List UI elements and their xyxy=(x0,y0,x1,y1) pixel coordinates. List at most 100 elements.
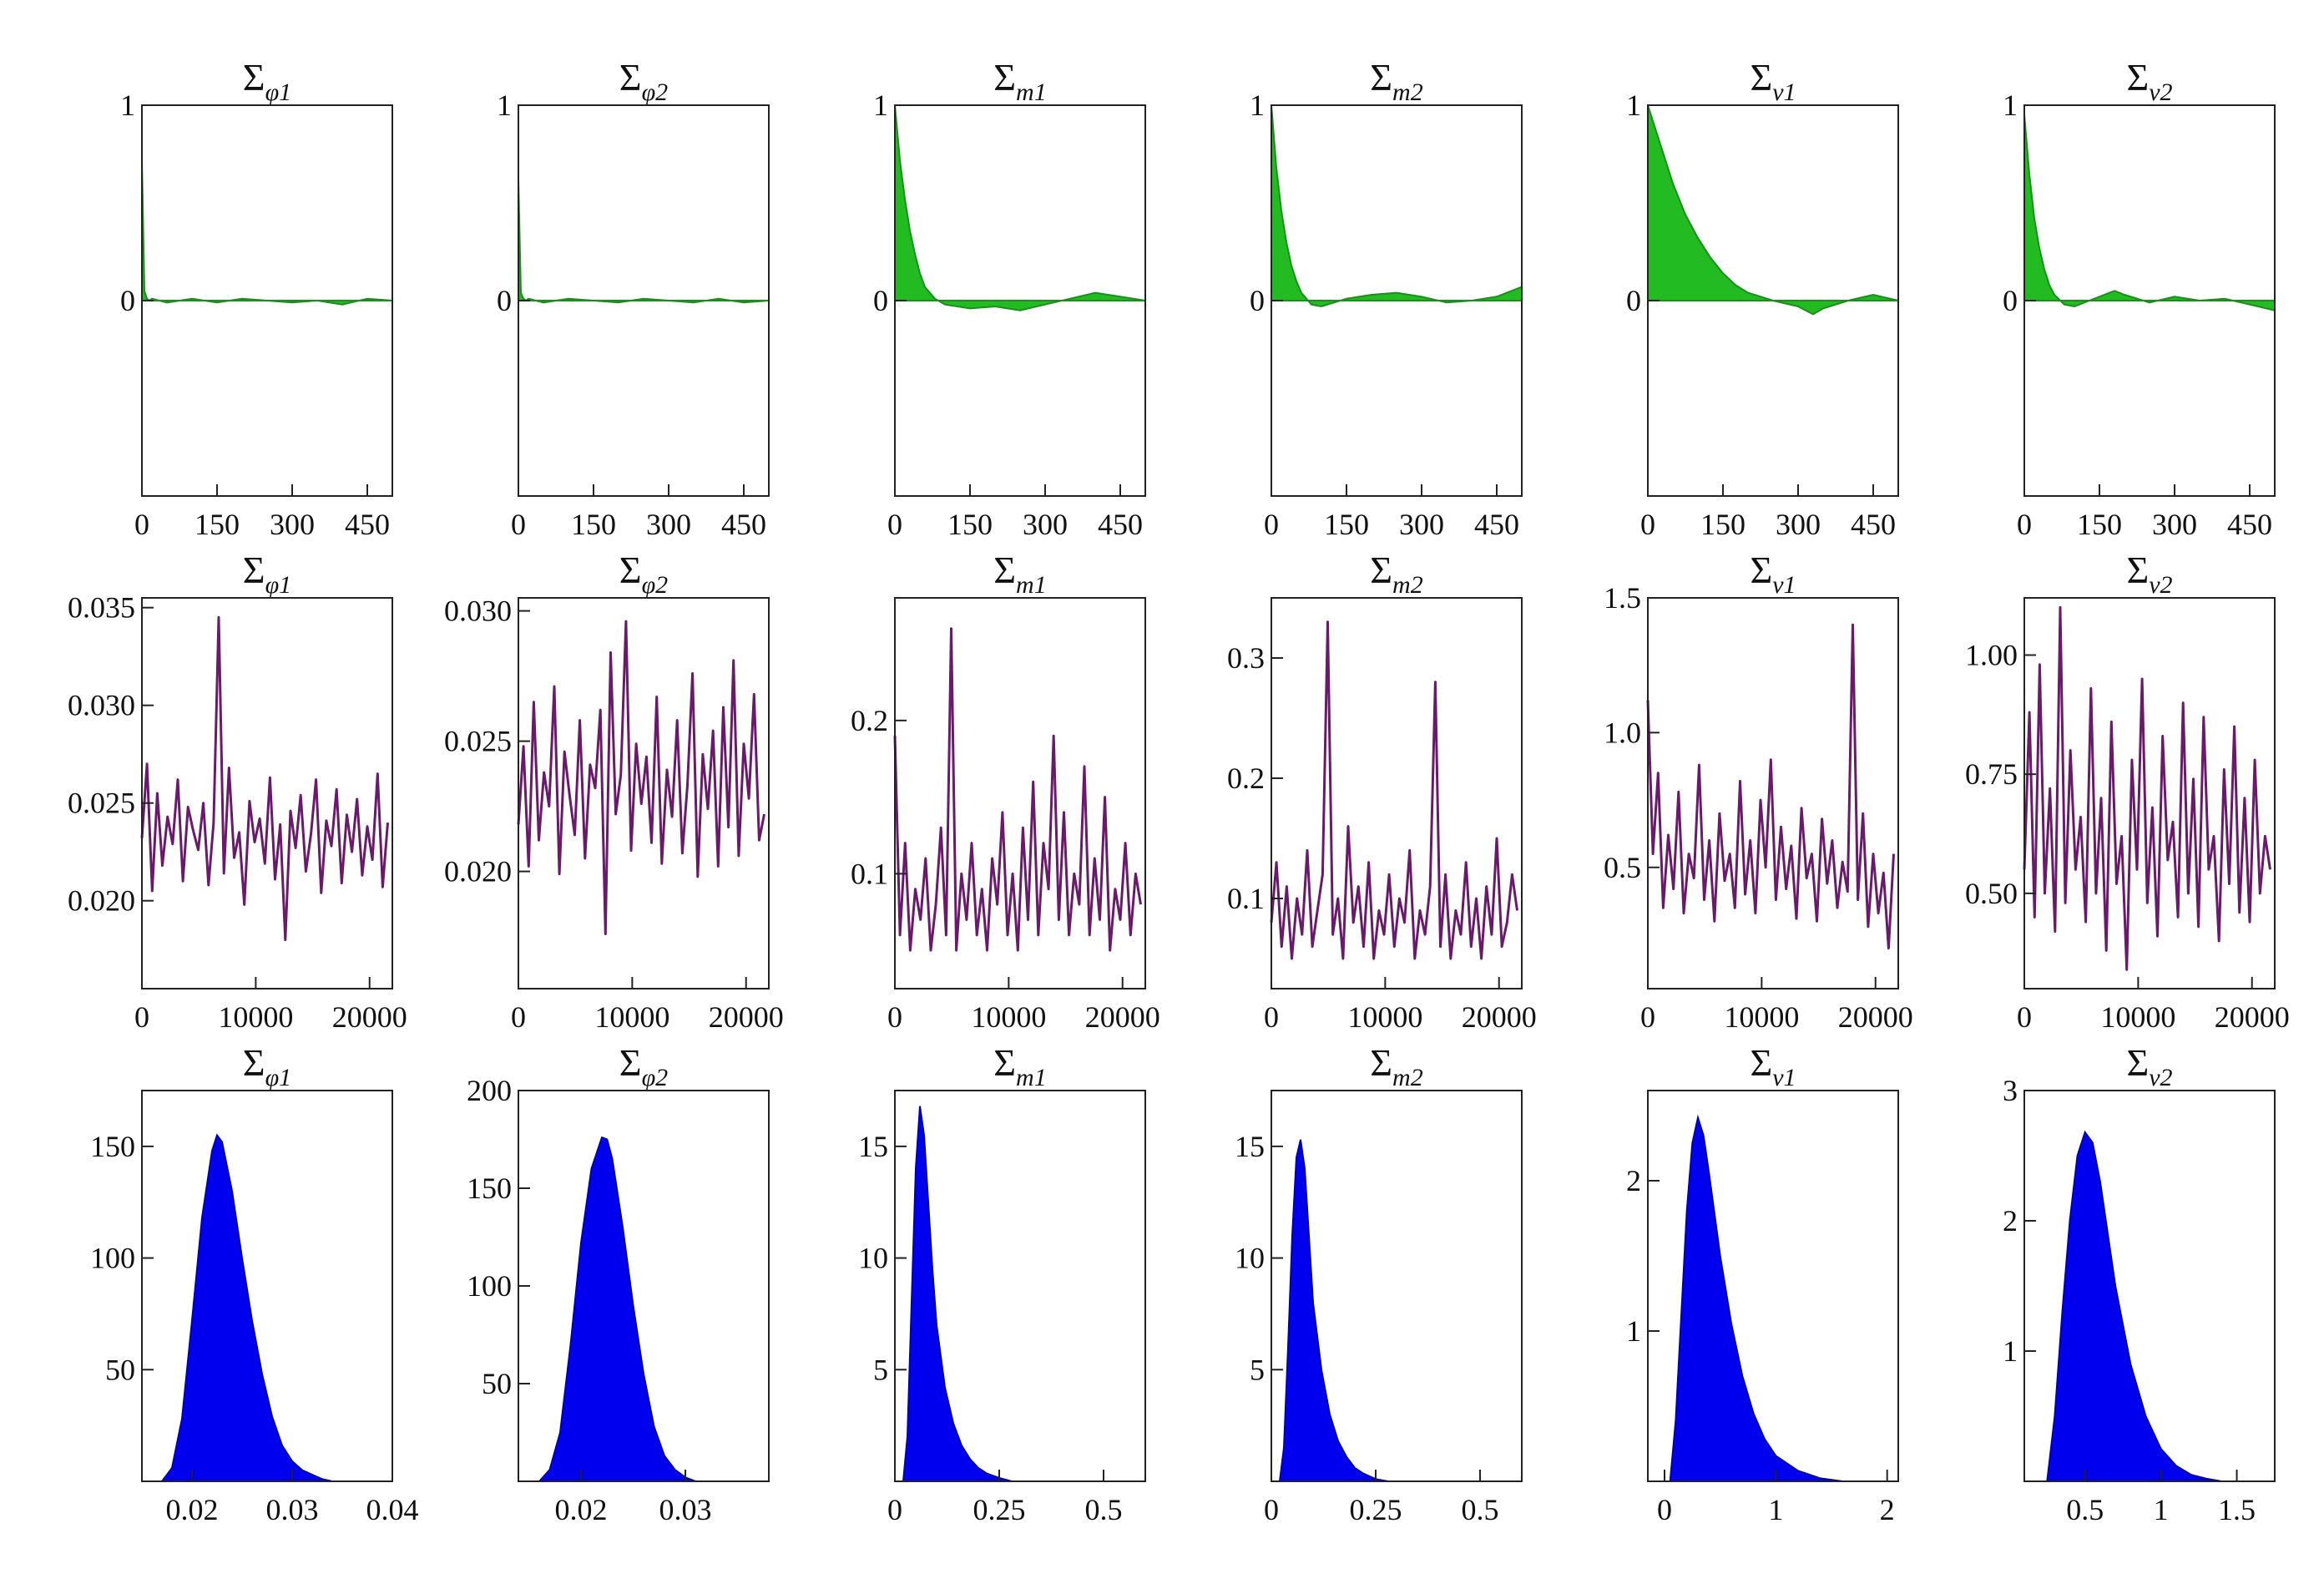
x-tick-label: 0 xyxy=(1657,1493,1672,1526)
x-tick-label: 20000 xyxy=(709,1000,784,1034)
y-tick-label: 0.3 xyxy=(1227,641,1265,675)
acf-area xyxy=(141,159,393,306)
x-tick-label: 150 xyxy=(571,508,616,541)
panel-title: Σv2 xyxy=(2126,56,2172,106)
panel-title-subscript: φ1 xyxy=(265,571,292,599)
histogram-area xyxy=(160,1133,333,1482)
panel-acf-m2: Σm2 0 150 300 450 1 0 xyxy=(1250,56,1523,541)
trace-line xyxy=(517,620,765,935)
y-tick-label: 0.020 xyxy=(68,884,135,918)
y-tick-label: 0.50 xyxy=(1965,877,2018,910)
panel-title: Σφ1 xyxy=(243,549,291,599)
panel-title-subscript: φ2 xyxy=(642,1064,669,1091)
y-tick-label: 1.00 xyxy=(1965,638,2018,671)
panel-title-subscript: v2 xyxy=(2149,571,2172,599)
y-tick-label: 150 xyxy=(90,1130,135,1163)
plot-frame xyxy=(1271,1090,1523,1482)
x-tick-label: 10000 xyxy=(971,1000,1046,1034)
x-tick-label: 10000 xyxy=(1347,1000,1422,1034)
y-tick-label: 50 xyxy=(105,1353,135,1386)
y-tick-label: 0 xyxy=(497,284,512,317)
panel-hist-m2: Σm2 0 0.25 0.5 5 10 15 xyxy=(1235,1041,1523,1526)
acf-area xyxy=(2023,114,2276,311)
histogram-area xyxy=(1278,1139,1389,1482)
y-tick-label: 100 xyxy=(467,1269,512,1303)
histogram-area xyxy=(537,1136,696,1482)
y-tick-label: 150 xyxy=(467,1172,512,1205)
y-tick-label: 10 xyxy=(1235,1242,1265,1275)
y-tick-label: 0.1 xyxy=(1227,882,1265,915)
plot-frame xyxy=(894,597,1146,989)
y-tick-label: 0.030 xyxy=(68,689,135,722)
panel-trace-v2: Σv2 0 10000 20000 0.50 0.75 1.00 xyxy=(1965,549,2290,1034)
panel-title: Σv1 xyxy=(1750,56,1796,106)
y-tick-label: 15 xyxy=(1235,1130,1265,1163)
panel-acf-m1: Σm1 0 150 300 450 1 0 xyxy=(873,56,1146,541)
y-tick-label: 0 xyxy=(120,284,135,317)
x-tick-label: 0.02 xyxy=(166,1493,219,1526)
trace-line xyxy=(893,627,1142,952)
x-tick-label: 0.03 xyxy=(266,1493,319,1526)
x-tick-label: 150 xyxy=(947,508,993,541)
x-tick-label: 450 xyxy=(1851,508,1896,541)
acf-area xyxy=(518,179,770,304)
y-tick-label: 0.025 xyxy=(444,725,512,758)
panel-title: Σm1 xyxy=(993,549,1046,599)
x-tick-label: 0.5 xyxy=(1085,1493,1123,1526)
x-tick-label: 10000 xyxy=(594,1000,669,1034)
y-tick-label: 2 xyxy=(2003,1204,2018,1237)
y-tick-label: 3 xyxy=(2003,1074,2018,1107)
x-tick-label: 0 xyxy=(887,1493,902,1526)
panel-title-subscript: m1 xyxy=(1016,1064,1047,1091)
panel-title: Σφ2 xyxy=(619,549,668,599)
y-tick-label: 0.035 xyxy=(68,591,135,625)
x-tick-label: 1 xyxy=(2154,1493,2169,1526)
y-tick-label: 1 xyxy=(120,89,135,122)
x-tick-label: 0 xyxy=(1640,508,1655,541)
panel-acf-phi2: Σφ2 0 150 300 450 1 0 xyxy=(497,56,770,541)
plot-frame xyxy=(2023,1090,2276,1482)
x-tick-label: 0 xyxy=(511,508,526,541)
x-tick-label: 20000 xyxy=(1085,1000,1160,1034)
x-tick-label: 20000 xyxy=(1838,1000,1913,1034)
x-tick-label: 0 xyxy=(1264,508,1279,541)
panel-title-subscript: φ2 xyxy=(642,78,669,106)
x-tick-label: 0 xyxy=(1264,1000,1279,1034)
x-tick-label: 300 xyxy=(1399,508,1444,541)
panel-title-subscript: φ1 xyxy=(265,1064,292,1091)
panel-title: Σm1 xyxy=(993,1041,1046,1091)
x-tick-label: 1.5 xyxy=(2218,1493,2256,1526)
x-tick-label: 0 xyxy=(134,1000,149,1034)
panel-title-subscript: φ1 xyxy=(265,78,292,106)
x-tick-label: 0 xyxy=(2017,1000,2032,1034)
panel-acf-v1: Σv1 0 150 300 450 1 0 xyxy=(1626,56,1899,541)
x-tick-label: 300 xyxy=(1776,508,1821,541)
x-tick-label: 10000 xyxy=(1724,1000,1799,1034)
x-tick-label: 10000 xyxy=(218,1000,293,1034)
x-tick-label: 450 xyxy=(721,508,766,541)
histogram-area xyxy=(2046,1130,2222,1482)
trace-line xyxy=(2023,605,2271,971)
panel-trace-phi2: Σφ2 0 10000 20000 0.020 0.025 0.030 xyxy=(444,549,784,1034)
acf-area xyxy=(1647,104,1899,316)
panel-hist-v2: Σv2 0.5 1 1.5 1 2 3 xyxy=(2003,1041,2276,1526)
y-tick-label: 0 xyxy=(2003,284,2018,317)
x-tick-label: 0 xyxy=(134,508,149,541)
y-tick-label: 1 xyxy=(2003,89,2018,122)
y-tick-label: 15 xyxy=(858,1130,888,1163)
panel-title-subscript: φ2 xyxy=(642,571,669,599)
plot-frame xyxy=(141,597,393,989)
y-tick-label: 0 xyxy=(1626,284,1641,317)
panel-hist-m1: Σm1 0 0.25 0.5 5 10 15 xyxy=(858,1041,1146,1526)
panel-acf-v2: Σv2 0 150 300 450 1 0 xyxy=(2003,56,2276,541)
y-tick-label: 1.0 xyxy=(1604,716,1641,749)
y-tick-label: 5 xyxy=(873,1353,888,1386)
x-tick-label: 150 xyxy=(195,508,240,541)
y-tick-label: 1 xyxy=(1626,89,1641,122)
x-tick-label: 450 xyxy=(1474,508,1519,541)
histogram-area xyxy=(1669,1114,1843,1482)
panel-trace-m2: Σm2 0 10000 20000 0.1 0.2 0.3 xyxy=(1227,549,1537,1034)
y-tick-label: 1 xyxy=(2003,1334,2018,1368)
y-tick-label: 0.020 xyxy=(444,855,512,888)
y-tick-label: 0.030 xyxy=(444,595,512,628)
